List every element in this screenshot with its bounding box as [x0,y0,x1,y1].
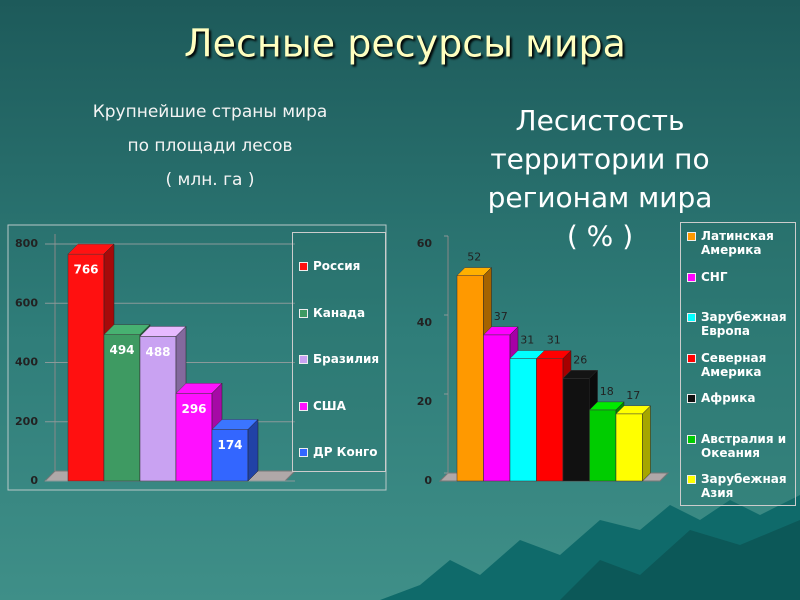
legend-item: Канада [299,306,383,320]
legend-item: США [299,399,383,413]
legend-item: Северная Америка [687,351,793,379]
bar [615,405,652,482]
legend-swatch [299,448,308,457]
legend: Россия Канада Бразилия США ДР Конго [292,232,386,472]
data-label: 31 [520,334,534,347]
y-tick-label: 200 [15,415,38,428]
data-label: 296 [181,402,206,416]
data-label: 488 [145,345,170,359]
data-label: 31 [547,334,561,347]
y-tick-label: 400 [15,356,38,369]
legend-swatch [299,262,308,271]
data-label: 52 [467,251,481,264]
y-tick-label: 40 [417,316,433,329]
legend-swatch [299,355,308,364]
legend-item: СНГ [687,270,793,284]
data-label: 766 [73,263,98,277]
chart-frame [7,224,387,491]
bar-front [139,336,177,482]
legend-item: ДР Конго [299,445,383,459]
legend-label: Северная Америка [701,350,767,379]
bar-front [536,358,564,482]
legend-label: Бразилия [313,352,380,366]
legend-swatch [687,313,696,322]
legend-item: Бразилия [299,352,383,366]
bar-front [211,429,249,482]
bar-front [615,413,643,482]
legend-label: Австралия и Океания [701,431,787,460]
legend-item: Австралия и Океания [687,432,793,460]
slide-title: Лесные ресурсы мира [184,22,626,66]
legend-item: Россия [299,259,383,273]
chart-title: ( млн. га ) [165,170,254,190]
legend-swatch [687,394,696,403]
legend-label: Канада [313,305,366,320]
legend-swatch [687,434,696,444]
bar-front [103,334,141,482]
legend-label: Россия [313,259,361,273]
y-tick-label: 0 [424,474,432,487]
chart-title: Лесистость [516,104,685,137]
legend-item: Зарубежная Европа [687,310,793,338]
legend-swatch [687,272,696,282]
data-label: 17 [626,389,640,402]
legend-label: США [313,398,346,413]
legend-item: Латинская Америка [687,229,793,257]
chart-title: по площади лесов [127,136,292,156]
legend-label: Зарубежная Азия [701,472,787,500]
legend-swatch [687,232,696,241]
legend-swatch [687,353,696,363]
y-tick-label: 600 [15,296,38,309]
bar [211,418,259,482]
y-tick-label: 20 [417,395,433,408]
legend-item: Зарубежная Азия [687,472,793,500]
bar-front [456,275,484,482]
data-label: 18 [600,385,614,398]
y-tick-label: 800 [15,237,38,250]
legend-swatch [299,308,308,318]
legend-swatch [687,475,696,484]
legend-swatch [299,401,308,411]
mountains-front [560,520,800,600]
bar-front [483,334,511,482]
data-label: 37 [494,310,508,323]
bar-side [247,418,259,482]
chart-title: регионам мира [488,181,713,214]
data-label: 26 [573,353,587,366]
bar-front [175,393,213,482]
data-label: 174 [217,438,242,452]
bar-front [589,409,617,482]
chart-title: Крупнейшие страны мира [93,102,328,122]
legend-label: СНГ [701,269,728,284]
legend-item: Африка [687,391,793,405]
legend-label: ДР Конго [313,445,378,459]
bar [67,243,115,482]
y-tick-label: 60 [417,237,433,250]
bar-front [562,378,590,482]
bar-front [67,253,105,482]
bar-front [509,358,537,482]
data-label: 494 [109,343,134,357]
legend-label: Африка [701,391,756,405]
y-tick-label: 0 [30,474,38,487]
legend-label: Латинская Америка [701,229,774,257]
legend: Латинская Америка СНГ Зарубежная Европа Сев… [680,222,796,506]
chart-title: территории по [490,143,709,176]
legend-label: Зарубежная Европа [701,310,787,338]
chart-title: ( % ) [567,220,633,253]
bar-side [642,405,651,482]
